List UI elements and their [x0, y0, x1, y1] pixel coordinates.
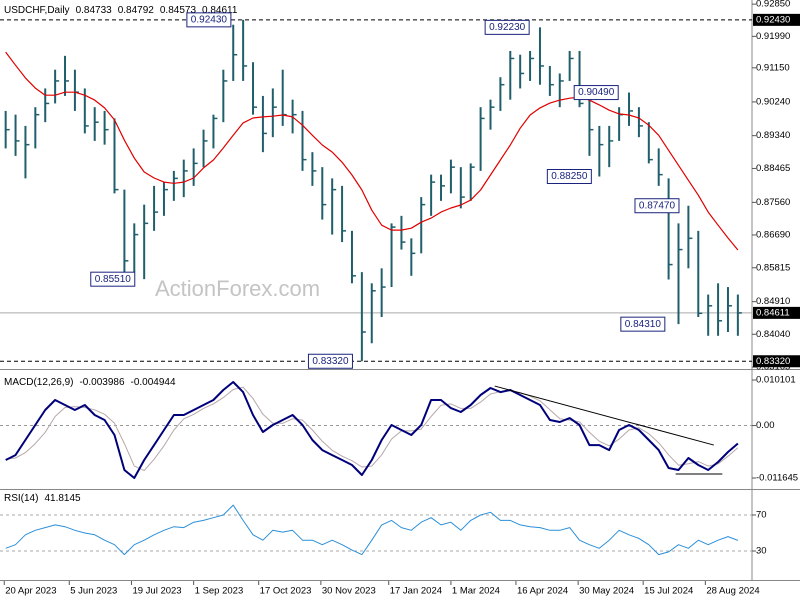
- x-tick-label: 15 Jul 2024: [644, 586, 693, 597]
- header-title: RSI(14): [4, 493, 38, 504]
- annotation-box: [484, 19, 530, 35]
- x-tick-label: 30 Nov 2023: [322, 586, 376, 597]
- header-value: -0.003986: [79, 377, 124, 388]
- price-line-label-bg: [753, 355, 800, 368]
- x-tick-label: 20 Apr 2023: [5, 586, 56, 597]
- macd-line: [5, 381, 739, 479]
- panel-header: USDCHF,Daily 0.84733 0.84792 0.84573 0.84611: [4, 5, 238, 16]
- y-tick-label: 0.90240: [756, 96, 790, 107]
- header-title: USDCHF,Daily: [4, 5, 70, 16]
- annotation-box: [634, 198, 680, 214]
- moving-average: [5, 51, 739, 251]
- annotation-label: 0.84310: [625, 319, 662, 330]
- panel-header: MACD(12,26,9) -0.003986 -0.004944: [4, 377, 176, 388]
- y-tick-label: 0.00: [756, 420, 775, 431]
- x-tick-label: 30 May 2024: [579, 586, 634, 597]
- y-tick-label: 0.88465: [756, 163, 790, 174]
- header-value: 41.8145: [44, 493, 81, 504]
- header-title: MACD(12,26,9): [4, 377, 73, 388]
- y-tick-label: 0.84040: [756, 329, 790, 340]
- y-tick-label: 0.91990: [756, 31, 790, 42]
- y-tick-label: 0.89340: [756, 130, 790, 141]
- header-value: -0.004944: [131, 377, 176, 388]
- annotation-label: 0.88250: [551, 171, 588, 182]
- annotation-box: [186, 12, 232, 28]
- y-tick-label: 0.91150: [756, 62, 790, 73]
- x-tick-label: 1 Sep 2023: [195, 586, 244, 597]
- price-line-label: 0.92430: [756, 14, 790, 25]
- x-tick-label: 17 Oct 2023: [260, 586, 312, 597]
- header-value: 0.84611: [202, 5, 238, 16]
- y-tick-label: 0.86690: [756, 229, 790, 240]
- y-tick-label: 0.87560: [756, 197, 790, 208]
- y-tick-label: 30: [756, 546, 767, 557]
- annotation-label: 0.92430: [191, 15, 228, 26]
- y-tick-label: 0.010101: [756, 375, 796, 386]
- current-price-label: 0.84611: [756, 307, 790, 318]
- annotation-label: 0.90490: [578, 87, 615, 98]
- header-value: 0.84792: [118, 5, 155, 16]
- trend-line: [494, 385, 714, 446]
- annotation-box: [573, 85, 619, 101]
- x-tick-label: 5 Jun 2023: [70, 586, 117, 597]
- x-tick-label: 17 Jan 2024: [390, 586, 442, 597]
- rsi-line: [5, 504, 739, 556]
- y-tick-label: 0.84910: [756, 296, 790, 307]
- signal-line: [5, 386, 739, 472]
- y-tick-label: -0.011645: [756, 473, 798, 484]
- annotation-label: 0.83320: [312, 356, 349, 367]
- annotation-box: [546, 169, 592, 185]
- x-tick-label: 28 Aug 2024: [706, 586, 759, 597]
- price-line-label: 0.83320: [756, 356, 790, 367]
- header-value: 0.84573: [160, 5, 197, 16]
- annotation-label: 0.92230: [489, 22, 526, 33]
- x-tick-label: 16 Apr 2024: [517, 586, 568, 597]
- y-tick-label: 70: [756, 510, 767, 521]
- annotation-box: [620, 316, 666, 332]
- x-tick-label: 19 Jul 2023: [132, 586, 181, 597]
- watermark: ActionForex.com: [155, 276, 320, 301]
- annotation-box: [90, 271, 136, 287]
- current-price-label-bg: [753, 306, 800, 319]
- header-value: 0.84733: [76, 5, 113, 16]
- y-tick-label: 0.85815: [756, 262, 790, 273]
- price-line-label-bg: [753, 13, 800, 26]
- annotation-label: 0.87470: [639, 200, 676, 211]
- y-tick-label: 0.92850: [756, 0, 790, 10]
- panel-header: RSI(14) 41.8145: [4, 493, 81, 504]
- annotation-label: 0.85510: [95, 274, 132, 285]
- annotation-box: [307, 353, 353, 369]
- x-tick-label: 1 Mar 2024: [452, 586, 500, 597]
